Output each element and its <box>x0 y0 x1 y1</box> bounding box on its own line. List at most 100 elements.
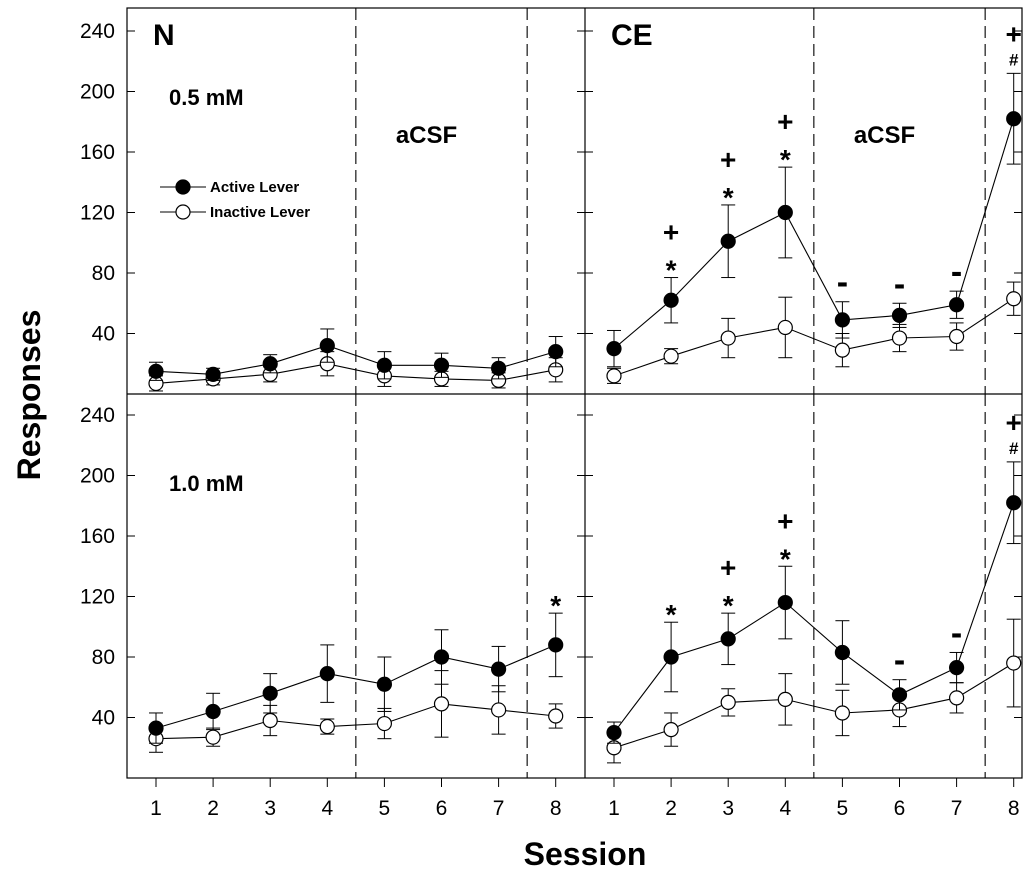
active-lever-point <box>720 631 736 647</box>
panel-group-label: CE <box>611 19 653 52</box>
significance-minus: - <box>894 265 905 303</box>
inactive-lever-point <box>319 718 335 735</box>
dose-label: 1.0 mM <box>169 471 244 496</box>
active-lever-point <box>606 725 622 741</box>
significance-minus: - <box>894 642 905 680</box>
inactive-lever-point <box>834 342 851 358</box>
inactive-lever-point <box>606 368 622 384</box>
x-tick-label: 3 <box>264 797 276 820</box>
active-lever-point <box>891 307 908 323</box>
inactive-lever-point <box>205 729 221 745</box>
active-lever-line <box>155 345 556 375</box>
significance-asterisk: * <box>550 590 561 621</box>
significance-hash: # <box>1009 50 1019 69</box>
significance-plus: + <box>720 552 736 583</box>
inactive-lever-point <box>834 705 851 721</box>
x-tick-label: 7 <box>493 797 505 820</box>
significance-asterisk: * <box>723 590 734 621</box>
inactive-lever-point <box>720 694 736 710</box>
active-lever-point <box>433 649 450 665</box>
y-axis-title: Responses <box>11 310 47 481</box>
inactive-lever-point <box>948 690 965 706</box>
x-tick-label: 5 <box>837 797 849 820</box>
y-tick-label: 200 <box>80 81 115 104</box>
active-lever-point <box>548 344 564 360</box>
active-lever-point <box>262 685 278 701</box>
significance-plus: + <box>720 144 736 175</box>
significance-asterisk: * <box>780 543 791 574</box>
x-tick-label: 8 <box>1008 797 1020 820</box>
inactive-lever-point <box>548 708 564 724</box>
significance-minus: - <box>951 614 962 652</box>
x-tick-label: 5 <box>379 797 391 820</box>
active-lever-point <box>491 661 507 677</box>
active-lever-line <box>155 644 556 729</box>
x-tick-label: 4 <box>321 797 333 820</box>
y-tick-label: 160 <box>80 141 115 164</box>
active-lever-point <box>663 649 679 665</box>
x-tick-label: 1 <box>608 797 620 820</box>
y-tick-label: 120 <box>80 586 115 609</box>
dose-label: 0.5 mM <box>169 85 244 110</box>
significance-minus: - <box>951 253 962 291</box>
significance-plus: + <box>663 217 679 248</box>
inactive-lever-point <box>1006 655 1022 671</box>
active-lever-point <box>663 292 679 308</box>
active-lever-point <box>491 360 507 376</box>
significance-plus: + <box>1006 407 1022 438</box>
inactive-lever-line <box>155 703 556 740</box>
active-lever-point <box>948 659 965 676</box>
inactive-lever-point <box>663 721 679 738</box>
x-tick-label: 2 <box>207 797 219 820</box>
y-tick-label: 200 <box>80 465 115 488</box>
inactive-lever-point <box>262 712 278 729</box>
inactive-lever-line <box>613 298 1015 377</box>
active-lever-point <box>891 687 908 703</box>
legend-marker-filled <box>175 179 191 195</box>
significance-plus: + <box>777 505 793 536</box>
active-lever-point <box>834 312 851 328</box>
active-lever-point <box>777 594 793 611</box>
active-lever-point <box>433 357 450 373</box>
inactive-lever-point <box>948 328 965 345</box>
legend-marker-open <box>175 204 191 220</box>
y-tick-label: 160 <box>80 525 115 548</box>
active-lever-point <box>319 338 335 354</box>
y-tick-label: 120 <box>80 202 115 225</box>
significance-asterisk: * <box>723 182 734 213</box>
active-lever-point <box>720 233 736 249</box>
active-lever-point <box>376 357 392 373</box>
active-lever-point <box>262 356 278 372</box>
inactive-lever-point <box>891 330 908 346</box>
inactive-lever-line <box>613 662 1014 749</box>
active-lever-line <box>613 118 1015 350</box>
inactive-lever-point <box>376 715 392 732</box>
inactive-lever-line <box>155 363 556 384</box>
active-lever-point <box>205 366 221 382</box>
significance-asterisk: * <box>666 599 677 630</box>
y-tick-label: 80 <box>92 646 115 669</box>
active-lever-line <box>613 502 1015 733</box>
panel-group-label: N <box>153 19 175 52</box>
significance-plus: + <box>1006 18 1022 49</box>
significance-minus: - <box>837 264 848 302</box>
axes-layer <box>127 8 1022 787</box>
x-tick-label: 8 <box>550 797 562 820</box>
y-tick-label: 240 <box>80 20 115 43</box>
active-lever-point <box>205 703 221 720</box>
significance-asterisk: * <box>666 255 677 286</box>
significance-hash: # <box>1009 439 1019 458</box>
inactive-lever-point <box>777 691 793 707</box>
active-lever-point <box>777 204 793 221</box>
y-tick-label: 80 <box>92 262 115 285</box>
x-tick-label: 6 <box>436 797 448 820</box>
y-tick-label: 40 <box>92 707 115 730</box>
x-tick-label: 2 <box>665 797 677 820</box>
chart-frame <box>126 7 1023 779</box>
active-lever-point <box>548 637 564 653</box>
inactive-lever-point <box>1006 291 1022 307</box>
inactive-lever-point <box>433 696 450 712</box>
x-axis-title: Session <box>524 836 647 872</box>
active-lever-point <box>376 676 392 692</box>
